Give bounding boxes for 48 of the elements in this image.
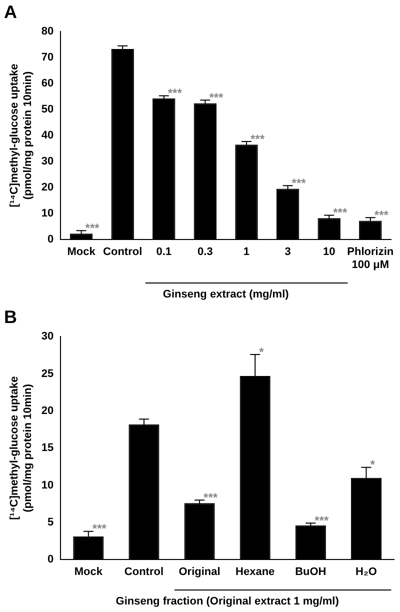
y-tick-label: 50 [41,104,54,116]
y-tick-label: 0 [48,233,54,246]
chart-title: A [4,2,17,22]
annotation: * [370,458,376,472]
chart-title: B [4,306,17,327]
x-tick-label: 0.3 [198,246,213,258]
annotation: *** [250,132,265,146]
annotation: *** [168,86,182,100]
y-tick-label: 80 [41,26,54,38]
x-tick-label: Phlorizin 100 μM [347,246,394,272]
annotation: *** [209,90,224,104]
x-tick-label: BuOH [295,566,326,578]
y-tick-label: 10 [41,207,54,220]
y-tick-label: 40 [41,130,54,142]
annotation: *** [204,490,218,504]
y-tick-label: 0 [48,554,54,566]
annotation: *** [85,220,100,235]
x-tick-label: Control [103,246,142,258]
x-tick-label: Mock [67,246,96,258]
x-tick-label: H₂O [356,566,378,578]
y-tick-label: 20 [41,404,54,417]
y-tick-label: 20 [41,181,54,194]
x-tick-label: 1 [243,246,250,258]
x-tick-label: 3 [284,246,291,258]
x-tick-label: Mock [74,566,104,578]
y-tick-label: 30 [41,330,54,343]
x-tick-label: Hexane [236,566,275,578]
y-axis-title: [¹⁴C]methyl-glucose uptake (pmol/mg protein 10min) [8,64,34,208]
y-tick-label: 70 [41,52,54,64]
y-tick-label: 25 [41,368,54,380]
y-tick-label: 60 [41,78,54,90]
annotation: *** [292,176,306,190]
y-tick-label: 10 [41,479,54,492]
x-axis-title: Ginseng fraction (Original extract 1 mg/ml) [116,595,340,608]
x-axis-title: Ginseng extract (mg/ml) [162,288,290,300]
y-axis-title: [¹⁴C]methyl-glucose uptake (pmol/mg protein 10min) [8,376,34,520]
x-tick-label: Original [178,566,220,578]
x-tick-label: 0.1 [156,246,172,258]
annotation: *** [333,206,348,220]
y-tick-label: 15 [41,442,54,454]
x-tick-label: 10 [322,246,336,258]
annotation: * [259,344,264,359]
y-tick-label: 30 [41,156,54,168]
annotation: *** [314,513,329,528]
annotation: *** [374,208,389,222]
y-tick-label: 5 [48,516,54,528]
annotation: *** [92,522,107,536]
x-tick-label: Control [124,566,164,578]
